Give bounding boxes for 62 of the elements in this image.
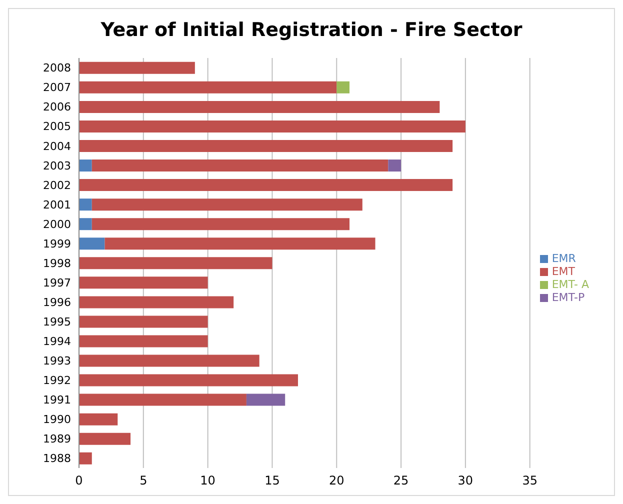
bar xyxy=(79,276,208,289)
y-tick-label: 2003 xyxy=(43,159,71,172)
bar xyxy=(79,257,272,270)
y-tick-label: 1988 xyxy=(43,452,71,466)
legend-label: EMR xyxy=(552,252,576,265)
bar xyxy=(79,120,466,132)
bar xyxy=(79,296,234,308)
y-tick-label: 1998 xyxy=(43,256,71,270)
bar xyxy=(79,218,92,230)
y-tick-label: 1995 xyxy=(43,315,71,328)
y-tick-label: 1997 xyxy=(43,276,71,290)
bar xyxy=(79,81,337,94)
y-tick-label: 2006 xyxy=(43,100,71,114)
bar xyxy=(79,238,105,250)
y-tick-label: 2004 xyxy=(43,140,71,153)
bar xyxy=(79,335,208,348)
bar xyxy=(79,62,195,74)
y-tick-label: 1996 xyxy=(43,296,71,309)
y-tick-label: 2002 xyxy=(43,178,71,192)
y-tick-label: 2005 xyxy=(43,120,71,134)
legend-label: EMT-P xyxy=(552,291,585,304)
legend-label: EMT- A xyxy=(552,278,589,291)
y-tick-label: 1991 xyxy=(43,394,71,407)
y-tick-label: 1993 xyxy=(43,354,71,368)
bar xyxy=(79,316,208,328)
bar xyxy=(79,198,92,211)
bar xyxy=(104,238,376,250)
bar xyxy=(336,81,350,94)
x-tick-label: 20 xyxy=(328,474,344,488)
bar xyxy=(246,394,286,406)
bar xyxy=(79,354,260,367)
chart-title: Year of Initial Registration - Fire Sector xyxy=(100,18,524,43)
bar xyxy=(79,432,131,445)
x-tick-label: 0 xyxy=(75,474,83,488)
y-tick-label: 2001 xyxy=(43,198,71,212)
y-tick-label: 1989 xyxy=(43,432,71,446)
bar xyxy=(92,198,362,211)
y-tick-label: 1990 xyxy=(43,413,71,426)
x-tick-label: 25 xyxy=(393,474,409,488)
bar xyxy=(79,413,118,426)
y-tick-label: 1999 xyxy=(43,237,71,250)
x-tick-label: 10 xyxy=(200,474,216,488)
bar xyxy=(388,160,402,172)
bar xyxy=(79,452,92,464)
x-tick-label: 35 xyxy=(522,474,538,488)
legend-label: EMT xyxy=(552,265,576,278)
y-tick-label: 2008 xyxy=(43,62,71,75)
y-tick-label: 1994 xyxy=(43,335,71,348)
bar xyxy=(79,100,440,113)
bar xyxy=(79,179,453,192)
bar xyxy=(92,160,388,172)
bar xyxy=(79,394,246,406)
bar xyxy=(79,160,92,172)
y-tick-label: 2007 xyxy=(43,81,71,94)
y-tick-label: 2000 xyxy=(43,218,71,231)
bar xyxy=(79,374,298,386)
bar xyxy=(79,140,453,152)
bar xyxy=(92,218,350,230)
x-tick-label: 5 xyxy=(140,474,148,488)
x-tick-label: 15 xyxy=(264,474,280,488)
x-tick-label: 30 xyxy=(458,474,474,488)
y-tick-label: 1992 xyxy=(43,374,71,388)
